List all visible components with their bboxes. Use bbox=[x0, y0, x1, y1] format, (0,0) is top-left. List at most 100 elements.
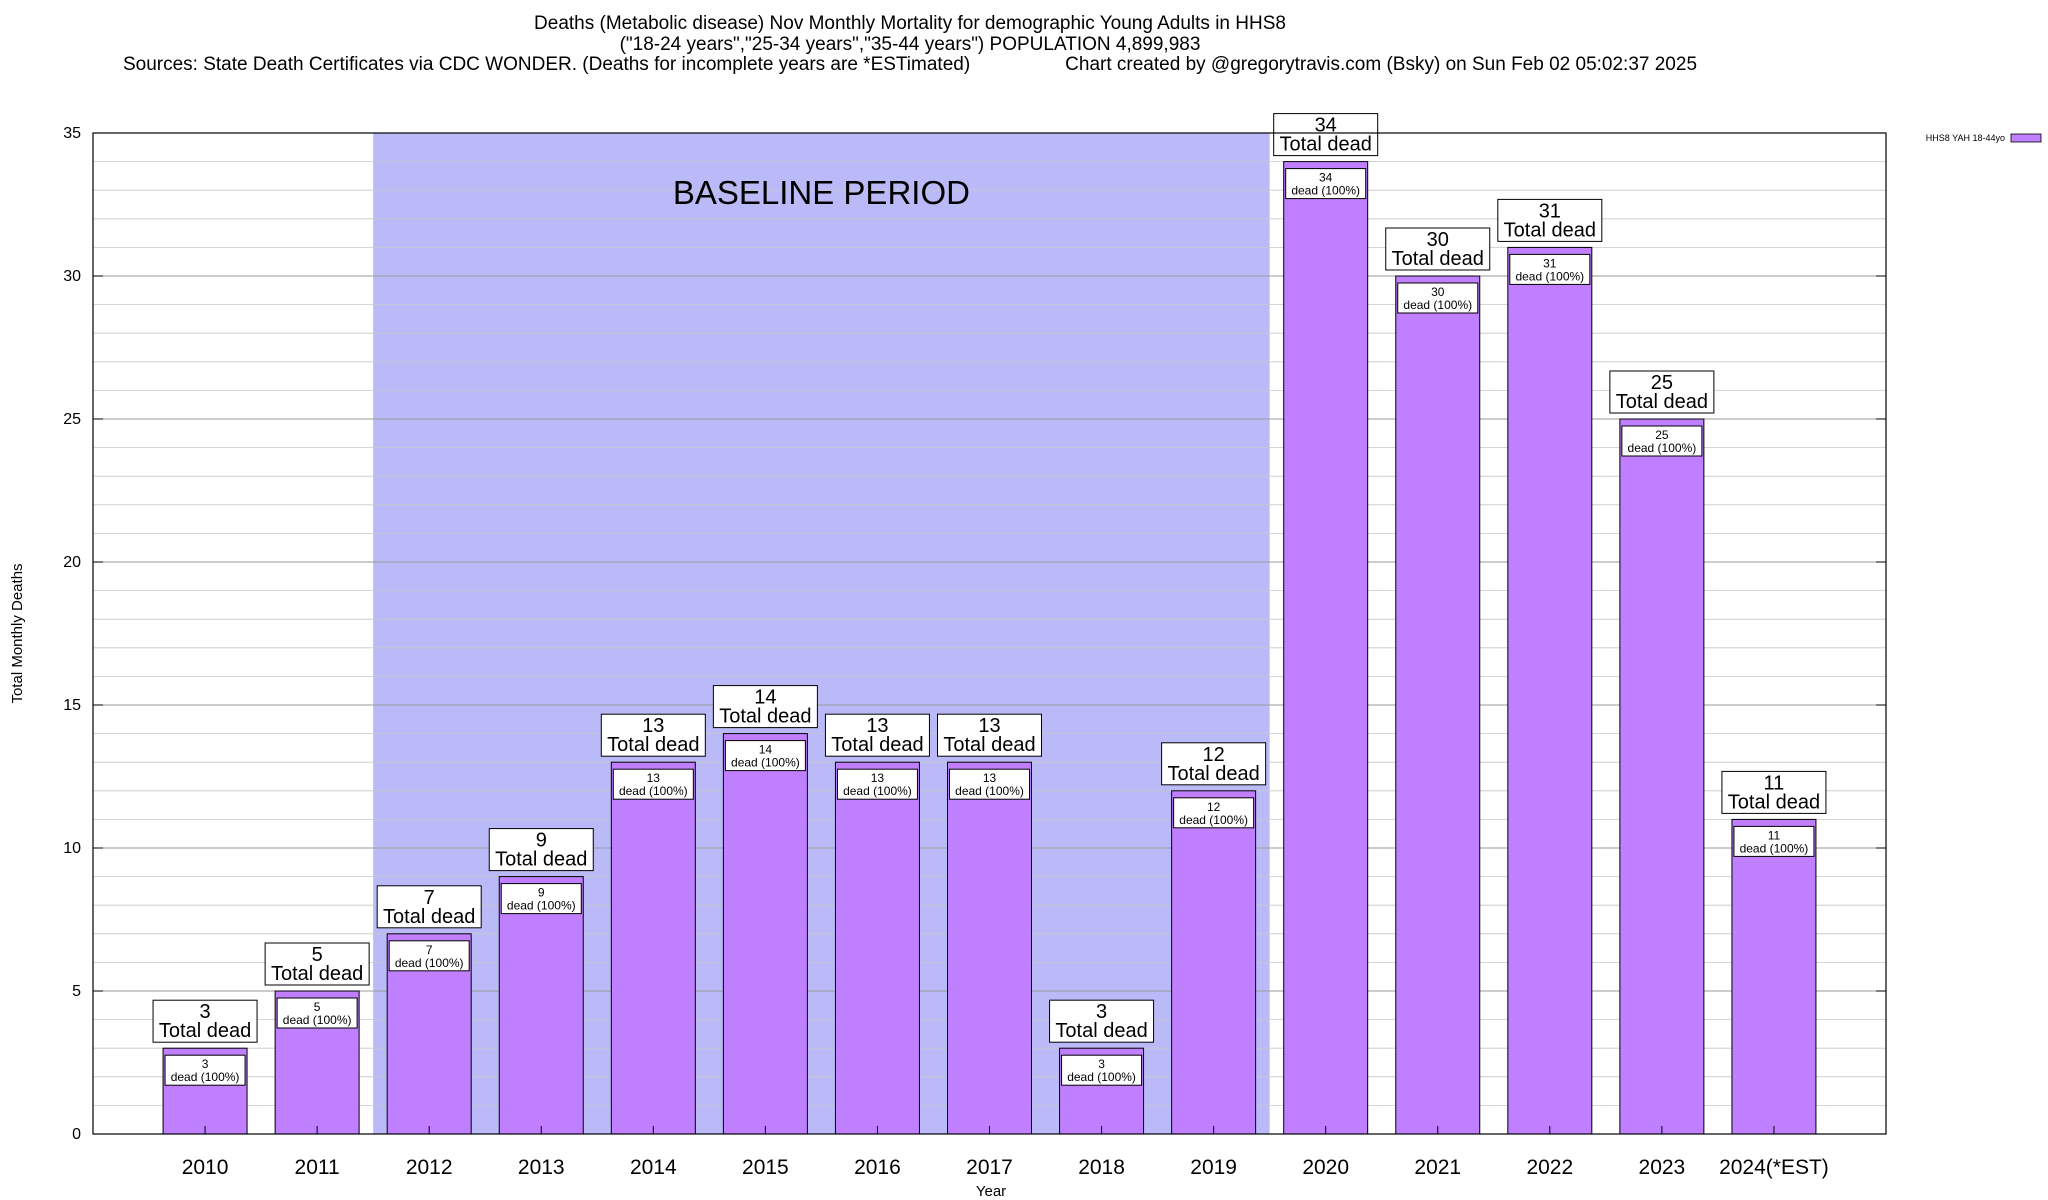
bar-inner-label: dead (100%) bbox=[395, 956, 464, 970]
bar-inner-value: 13 bbox=[871, 771, 885, 785]
bar-inner-label: dead (100%) bbox=[731, 756, 800, 770]
bar-inner-label: dead (100%) bbox=[1179, 813, 1248, 827]
bar-inner-label-box bbox=[1285, 168, 1367, 200]
bar-top-label: Total dead bbox=[159, 1020, 251, 1042]
bar bbox=[722, 733, 808, 1135]
bar-top-value: 12 bbox=[1203, 744, 1225, 766]
bar-top-label: Total dead bbox=[1392, 248, 1484, 270]
bar-top-label: Total dead bbox=[943, 734, 1035, 756]
legend: HHS8 YAH 18-44yo bbox=[1926, 133, 2042, 143]
bar-top-label-box bbox=[1609, 370, 1715, 414]
bar-top-value: 30 bbox=[1427, 229, 1449, 251]
bar-inner-value: 7 bbox=[426, 943, 433, 957]
bar-top-value: 3 bbox=[1096, 1001, 1107, 1023]
bar-inner-value: 3 bbox=[202, 1057, 209, 1071]
bar-inner-value: 3 bbox=[1098, 1057, 1105, 1071]
bar-top-label-box bbox=[1273, 113, 1379, 157]
chart-sources: Sources: State Death Certificates via CD… bbox=[0, 54, 1820, 76]
bar-inner-label: dead (100%) bbox=[1740, 841, 1809, 855]
x-tick-label: 2022 bbox=[1526, 1156, 1573, 1179]
bar-top-value: 34 bbox=[1315, 115, 1337, 137]
bar-top-label: Total dead bbox=[1055, 1020, 1147, 1042]
bar bbox=[498, 876, 584, 1135]
y-tick-label: 0 bbox=[72, 1126, 81, 1143]
bar-top-label-box bbox=[937, 713, 1042, 757]
x-tick-label: 2018 bbox=[1078, 1156, 1125, 1179]
x-tick-label: 2020 bbox=[1302, 1156, 1349, 1179]
bar-top-label: Total dead bbox=[271, 963, 363, 985]
bar-inner-label-box bbox=[836, 768, 918, 800]
bar-top-value: 3 bbox=[200, 1001, 211, 1023]
bar-inner-value: 14 bbox=[759, 743, 773, 757]
bar-inner-label: dead (100%) bbox=[1067, 1070, 1136, 1084]
bar-top-label-box bbox=[1161, 742, 1267, 786]
bar-inner-label-box bbox=[1733, 825, 1815, 857]
bar-top-value: 13 bbox=[978, 715, 1000, 737]
bar-inner-label: dead (100%) bbox=[1403, 298, 1472, 312]
bar-top-value: 13 bbox=[866, 715, 888, 737]
x-tick-label: 2024(*EST) bbox=[1719, 1156, 1829, 1179]
bar-inner-label: dead (100%) bbox=[619, 784, 688, 798]
baseline-label: BASELINE PERIOD bbox=[673, 174, 970, 211]
bar-inner-label-box bbox=[612, 768, 694, 800]
bar-top-label-box bbox=[1497, 198, 1603, 242]
bar-top-label-box bbox=[1721, 770, 1827, 814]
bar-top-label-box bbox=[152, 999, 258, 1043]
bar-inner-value: 30 bbox=[1431, 285, 1445, 299]
bar-top-value: 11 bbox=[1764, 772, 1785, 794]
bar-top-value: 31 bbox=[1539, 200, 1561, 222]
bar-inner-label-box bbox=[1509, 253, 1591, 285]
bar-inner-value: 34 bbox=[1319, 171, 1333, 185]
bar-top-label-box bbox=[488, 828, 594, 872]
bar-inner-label-box bbox=[949, 768, 1030, 800]
bar-top-value: 25 bbox=[1651, 372, 1673, 394]
x-tick-label: 2021 bbox=[1414, 1156, 1461, 1179]
bar-inner-label: dead (100%) bbox=[1291, 184, 1360, 198]
y-tick-label: 20 bbox=[63, 554, 81, 571]
x-tick-label: 2023 bbox=[1639, 1156, 1686, 1179]
bar-top-label: Total dead bbox=[1616, 391, 1708, 413]
x-tick-label: 2015 bbox=[742, 1156, 789, 1179]
source-right: Chart created by @gregorytravis.com (Bsk… bbox=[1065, 54, 1698, 75]
x-tick-label: 2011 bbox=[295, 1156, 340, 1179]
bar bbox=[1395, 275, 1481, 1135]
bar-inner-label: dead (100%) bbox=[843, 784, 912, 798]
bar bbox=[1731, 818, 1817, 1135]
bar-top-label: Total dead bbox=[719, 706, 811, 728]
bar-inner-label: dead (100%) bbox=[955, 784, 1024, 798]
legend-swatch bbox=[2010, 133, 2042, 143]
x-tick-label: 2016 bbox=[854, 1156, 901, 1179]
legend-label: HHS8 YAH 18-44yo bbox=[1926, 133, 2005, 143]
x-tick-label: 2014 bbox=[630, 1156, 677, 1179]
bar-top-label: Total dead bbox=[1167, 763, 1259, 785]
bar bbox=[947, 761, 1032, 1135]
bar-top-label-box bbox=[600, 713, 706, 757]
bar-top-value: 9 bbox=[536, 830, 547, 852]
bar-inner-value: 11 bbox=[1768, 828, 1781, 842]
y-tick-label: 15 bbox=[63, 697, 81, 714]
chart-title: Deaths (Metabolic disease) Nov Monthly M… bbox=[534, 13, 1286, 34]
bar-inner-value: 12 bbox=[1207, 800, 1221, 814]
bar-inner-label: dead (100%) bbox=[1515, 269, 1584, 283]
bar bbox=[1507, 246, 1593, 1135]
bar-inner-label-box bbox=[724, 740, 806, 772]
bar-top-value: 14 bbox=[754, 687, 776, 709]
bar-top-label: Total dead bbox=[831, 734, 923, 756]
y-tick-label: 25 bbox=[63, 411, 81, 428]
chart-subtitle: ("18-24 years","25-34 years","35-44 year… bbox=[619, 34, 1201, 55]
y-axis-label: Total Monthly Deaths bbox=[9, 563, 26, 703]
source-left: Sources: State Death Certificates via CD… bbox=[122, 54, 971, 75]
y-tick-label: 10 bbox=[63, 840, 81, 857]
x-tick-label: 2019 bbox=[1190, 1156, 1237, 1179]
x-tick-label: 2017 bbox=[966, 1156, 1013, 1179]
bar-inner-label-box bbox=[276, 997, 358, 1029]
bar-top-value: 7 bbox=[424, 887, 435, 909]
bar-inner-value: 13 bbox=[647, 771, 661, 785]
bar-inner-label: dead (100%) bbox=[507, 899, 576, 913]
bar-inner-label-box bbox=[388, 940, 470, 972]
bar bbox=[1171, 790, 1257, 1135]
bar-inner-value: 13 bbox=[983, 771, 997, 785]
bar-inner-label-box bbox=[500, 883, 582, 915]
bar-top-label-box bbox=[712, 685, 818, 729]
